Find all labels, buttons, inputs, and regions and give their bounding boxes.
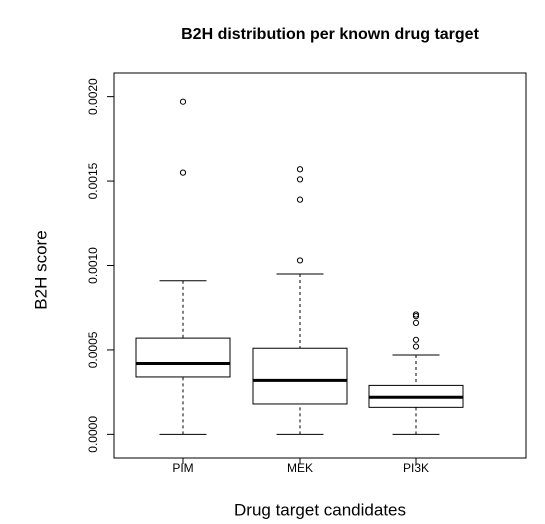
chart-title: B2H distribution per known drug target bbox=[181, 26, 479, 43]
box bbox=[135, 337, 231, 378]
y-axis-label: B2H score bbox=[31, 230, 50, 309]
outlier bbox=[296, 196, 304, 203]
x-tick-label: PIM bbox=[172, 461, 193, 475]
outlier bbox=[296, 176, 304, 183]
x-tick-label: MEK bbox=[287, 461, 313, 475]
x-axis-label: Drug target candidates bbox=[234, 500, 406, 519]
x-tick-label: PI3K bbox=[403, 461, 429, 475]
outlier bbox=[179, 169, 187, 176]
y-tick-label: 0.0005 bbox=[86, 331, 100, 368]
y-tick-label: 0.0020 bbox=[86, 78, 100, 115]
outlier bbox=[412, 313, 420, 320]
outlier bbox=[296, 257, 304, 264]
outlier bbox=[296, 166, 304, 173]
outlier bbox=[179, 98, 187, 105]
outlier bbox=[412, 319, 420, 327]
y-tick-label: 0.0015 bbox=[86, 162, 100, 199]
outlier bbox=[412, 343, 420, 350]
y-tick-label: 0.0010 bbox=[86, 247, 100, 284]
box bbox=[252, 347, 348, 405]
outlier bbox=[412, 336, 420, 343]
y-tick-label: 0.0000 bbox=[86, 416, 100, 453]
outlier bbox=[412, 311, 420, 318]
